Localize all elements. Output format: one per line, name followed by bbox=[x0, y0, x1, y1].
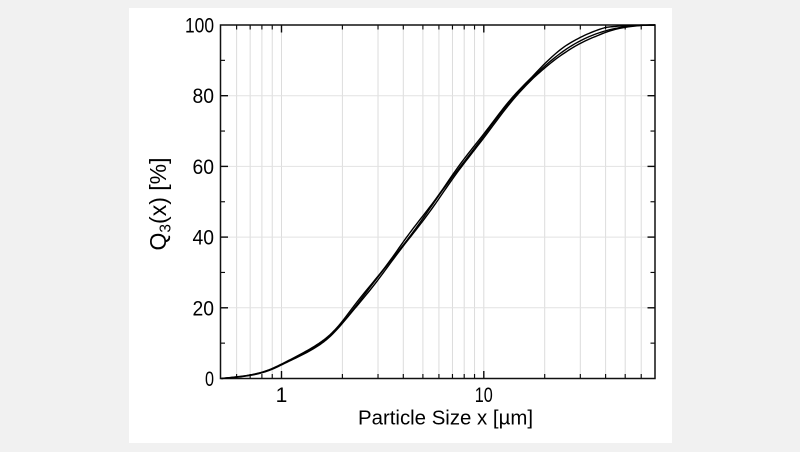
svg-text:20: 20 bbox=[193, 297, 215, 320]
svg-text:Q3(x) [%]: Q3(x) [%] bbox=[145, 158, 175, 251]
svg-text:100: 100 bbox=[185, 14, 214, 37]
svg-text:Particle Size x [µm]: Particle Size x [µm] bbox=[358, 408, 533, 430]
svg-text:0: 0 bbox=[205, 368, 214, 391]
svg-text:80: 80 bbox=[193, 85, 215, 108]
svg-text:10: 10 bbox=[475, 384, 493, 407]
svg-text:60: 60 bbox=[193, 156, 215, 179]
svg-text:40: 40 bbox=[193, 227, 215, 250]
svg-text:1: 1 bbox=[276, 384, 288, 407]
